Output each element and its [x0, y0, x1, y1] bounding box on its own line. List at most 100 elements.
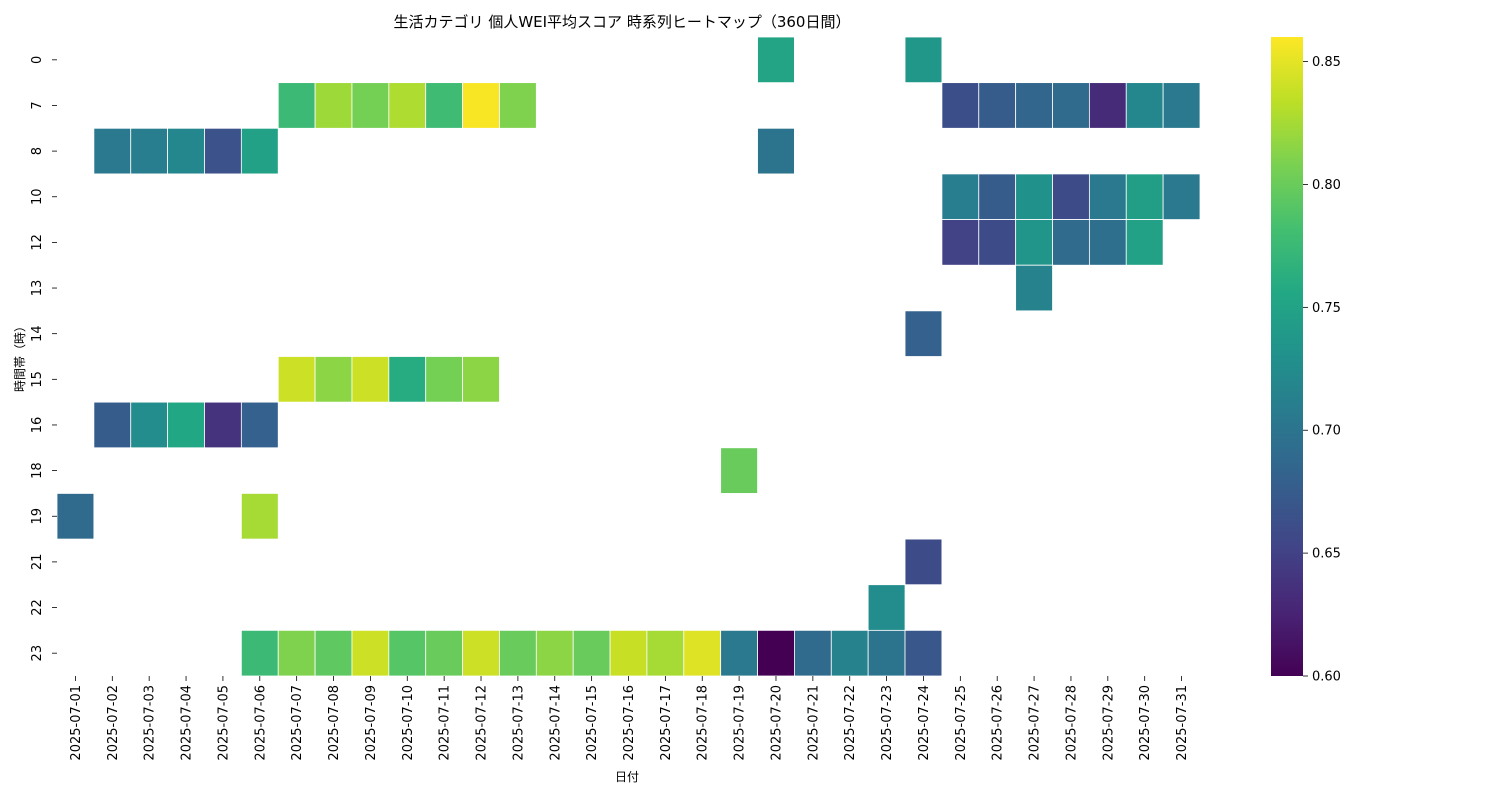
heatmap-cell: [130, 401, 169, 449]
y-tick-label: 15: [30, 371, 45, 388]
heatmap-cell: [1052, 219, 1090, 266]
heatmap-cell: [1088, 219, 1127, 266]
heatmap-cell: [204, 401, 242, 449]
heatmap-cell: [425, 629, 463, 677]
heatmap-cell: [314, 629, 353, 677]
heatmap-cell: [240, 629, 279, 677]
colorbar-tick-label: 0.85: [1312, 55, 1341, 70]
heatmap-cell: [204, 127, 242, 175]
x-tick-label: 2025-07-04: [180, 685, 195, 761]
colorbar: [1271, 37, 1303, 676]
heatmap-cell: [93, 401, 132, 449]
y-tick-label: 16: [30, 417, 45, 434]
heatmap-cell: [904, 538, 943, 586]
colorbar-tick-label: 0.75: [1312, 301, 1341, 316]
heatmap-cell: [351, 356, 390, 403]
heatmap-cell: [904, 629, 943, 677]
x-tick-label: 2025-07-10: [401, 685, 416, 761]
y-axis: 0 7 8 10 12 13 14 15 16 18 19 21 22 23: [30, 56, 57, 662]
heatmap-cell: [535, 629, 574, 677]
heatmap-cell: [167, 401, 205, 449]
heatmap-cell: [978, 82, 1017, 129]
heatmap-cell: [1015, 264, 1053, 312]
colorbar-tick-label: 0.80: [1312, 178, 1341, 193]
heatmap-cell: [167, 127, 205, 175]
x-tick-label: 2025-07-19: [733, 685, 748, 761]
heatmap-cell: [794, 629, 832, 677]
x-tick-label: 2025-07-07: [290, 685, 305, 761]
x-axis-label: 日付: [615, 770, 639, 784]
heatmap-cell: [1162, 173, 1201, 220]
x-tick-label: 2025-07-31: [1175, 685, 1190, 761]
heatmap-cell: [757, 36, 795, 84]
y-tick-label: 22: [30, 599, 45, 616]
y-tick-label: 21: [30, 554, 45, 571]
colorbar-tick-label: 0.60: [1312, 670, 1341, 685]
heatmap-cell: [830, 629, 869, 677]
heatmap-cell: [609, 629, 648, 677]
heatmap-cell: [1125, 219, 1164, 266]
heatmap-cell: [941, 219, 980, 266]
heatmap-cell: [904, 36, 943, 84]
y-tick-label: 10: [30, 188, 45, 205]
colorbar-tick-label: 0.70: [1312, 424, 1341, 439]
heatmap-cell: [388, 629, 427, 677]
x-tick-label: 2025-07-17: [659, 685, 674, 761]
heatmap-cell: [240, 401, 279, 449]
heatmap-cell: [240, 127, 279, 175]
x-tick-label: 2025-07-16: [622, 685, 637, 761]
heatmap-cell: [941, 82, 980, 129]
y-tick-label: 14: [30, 325, 45, 342]
heatmap-cell: [1052, 82, 1090, 129]
x-tick-label: 2025-07-01: [69, 685, 84, 761]
x-tick-label: 2025-07-12: [475, 685, 490, 761]
y-tick-label: 13: [30, 280, 45, 297]
x-tick-label: 2025-07-30: [1138, 685, 1153, 761]
heatmap-cell: [941, 173, 980, 220]
heatmap-cell: [314, 82, 353, 129]
heatmap-cell: [462, 82, 500, 129]
heatmap-cell: [425, 356, 463, 403]
x-tick-label: 2025-07-13: [511, 685, 526, 761]
heatmap-cell: [978, 219, 1017, 266]
heatmap-cell: [572, 629, 611, 677]
heatmap-cell: [277, 82, 316, 129]
heatmap-cell: [1125, 173, 1164, 220]
heatmap-cell: [1052, 173, 1090, 220]
x-tick-label: 2025-07-11: [438, 685, 453, 761]
heatmap-cell: [1162, 82, 1201, 129]
heatmap-cell: [1088, 82, 1127, 129]
heatmap-cell: [351, 82, 390, 129]
x-tick-label: 2025-07-27: [1028, 685, 1043, 761]
heatmap-cell: [757, 629, 795, 677]
colorbar-axis: 0.60 0.65 0.70 0.75 0.80 0.85: [1303, 55, 1341, 685]
x-tick-label: 2025-07-15: [585, 685, 600, 761]
y-tick-label: 7: [30, 101, 45, 109]
x-tick-label: 2025-07-21: [806, 685, 821, 761]
colorbar-tick-label: 0.65: [1312, 547, 1341, 562]
x-tick-label: 2025-07-03: [143, 685, 158, 761]
heatmap-cell: [867, 629, 906, 677]
heatmap-cell: [499, 629, 537, 677]
heatmap-cell: [56, 493, 95, 540]
y-axis-label: 時間帯（時）: [13, 320, 27, 392]
heatmap-cell: [646, 629, 685, 677]
heatmap-cell: [388, 356, 427, 403]
heatmap-cell: [425, 82, 463, 129]
x-tick-label: 2025-07-09: [364, 685, 379, 761]
heatmap-cell: [720, 447, 758, 494]
heatmap-cell: [351, 629, 390, 677]
heatmap-cell: [93, 127, 132, 175]
heatmap-cell: [1015, 82, 1053, 129]
y-tick-label: 0: [30, 56, 45, 64]
y-tick-label: 23: [30, 645, 45, 662]
heatmap-cell: [1015, 219, 1053, 266]
x-tick-label: 2025-07-14: [548, 685, 563, 761]
x-tick-label: 2025-07-28: [1064, 685, 1079, 761]
x-tick-label: 2025-07-26: [991, 685, 1006, 761]
x-tick-label: 2025-07-22: [843, 685, 858, 761]
y-tick-label: 19: [30, 508, 45, 525]
chart-title: 生活カテゴリ 個人WEI平均スコア 時系列ヒートマップ（360日間）: [394, 13, 851, 31]
x-tick-label: 2025-07-23: [880, 685, 895, 761]
x-tick-label: 2025-07-24: [917, 685, 932, 761]
